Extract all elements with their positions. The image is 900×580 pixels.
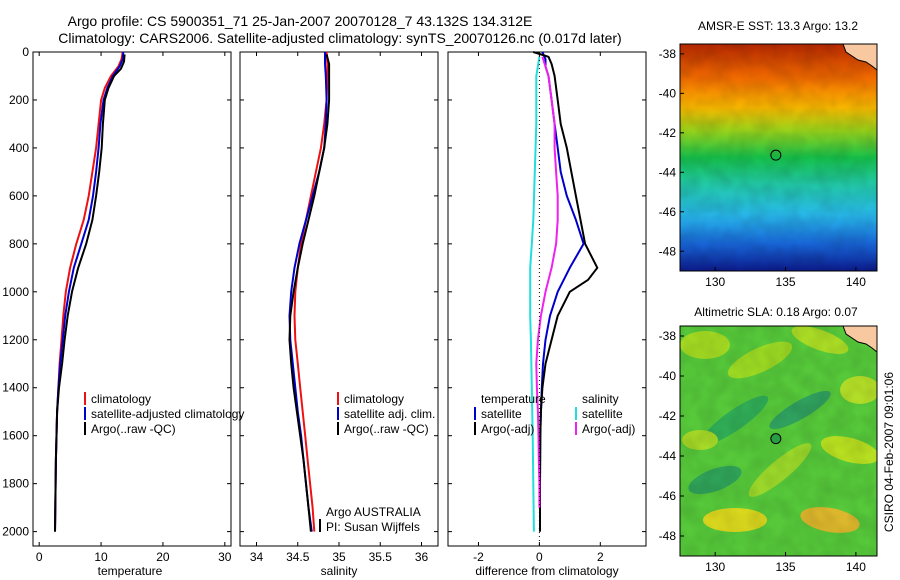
x-tick-label: -2 (473, 550, 484, 564)
map-x-tick-label: 135 (776, 560, 796, 574)
x-tick-label: 0 (36, 550, 43, 564)
profile-lines (54, 51, 599, 532)
sst-map-title: AMSR-E SST: 13.3 Argo: 13.2 (698, 19, 858, 33)
x-tick-label: 35 (332, 550, 346, 564)
temperature-axes (32, 51, 232, 547)
x-tick-label: 20 (156, 550, 170, 564)
y-tick-label: 200 (9, 93, 29, 107)
y-tick-label: 1200 (2, 333, 29, 347)
y-tick-label: 2000 (2, 525, 29, 539)
side-timestamp-label: CSIRO 04-Feb-2007 09:01:06 (882, 372, 896, 532)
difference-axes (447, 51, 647, 547)
series-line-argo-raw-qc (288, 54, 331, 532)
map-y-tick-label: -46 (659, 205, 677, 219)
y-tick-label: 800 (9, 237, 29, 251)
map-y-tick-label: -44 (659, 449, 677, 463)
axis-ticks: 0 10 20 30020040060080010001200140016001800… (2, 45, 646, 564)
legend-label-sal-satellite: satellite (582, 407, 623, 421)
series-line-salinity-argo-adj (535, 56, 559, 508)
salinity-axes (239, 51, 439, 547)
map-x-tick-label: 140 (846, 560, 866, 574)
legend-label-satellite: satellite-adjusted climatology (91, 407, 244, 421)
x-tick-label: 0 (536, 550, 543, 564)
sst-map (680, 44, 877, 271)
map-y-tick-label: -46 (659, 489, 677, 503)
map-y-tick-label: -42 (659, 409, 677, 423)
difference-xlabel: difference from climatology (475, 564, 618, 578)
map-y-tick-label: -42 (659, 126, 677, 140)
sst-map-ticks: 130 135 140 -38 -40 -42 -44 -46 -48 (659, 47, 867, 289)
map-x-tick-label: 140 (846, 275, 866, 289)
series-line-climatology (293, 51, 329, 532)
sst-texture (680, 44, 877, 271)
legend-label-climatology: climatology (344, 392, 404, 406)
sst-map-frame (679, 43, 878, 272)
figure-title-line2: Climatology: CARS2006. Satellite-adjuste… (58, 30, 621, 46)
legend-title-salinity: salinity (582, 392, 619, 406)
series-line-salinity-satellite (529, 56, 541, 532)
sst-coastline (842, 44, 877, 71)
sla-map-title: Altimetric SLA: 0.18 Argo: 0.07 (694, 305, 858, 319)
y-tick-label: 400 (9, 141, 29, 155)
legend-label-sal-argo: Argo(-adj) (582, 422, 635, 436)
map-y-tick-label: -48 (659, 244, 677, 258)
x-tick-label: 36 (415, 550, 429, 564)
sla-coastline (842, 326, 877, 353)
y-tick-label: 1000 (2, 285, 29, 299)
x-tick-label: 34 (250, 550, 264, 564)
map-x-tick-label: 130 (705, 275, 725, 289)
salinity-annotation-line1: Argo AUSTRALIA (326, 505, 421, 519)
legend-label-satellite: satellite adj. clim. (344, 407, 435, 421)
legend-label-climatology: climatology (91, 392, 151, 406)
x-tick-label: 34.5 (286, 550, 310, 564)
map-y-tick-label: -48 (659, 529, 677, 543)
map-y-tick-label: -38 (659, 47, 677, 61)
map-x-tick-label: 135 (776, 275, 796, 289)
sla-map-ticks: 130 135 140 -38 -40 -42 -44 -46 -48 (659, 329, 867, 574)
series-line-climatology (54, 51, 124, 532)
temperature-legend: climatology satellite-adjusted climatolo… (84, 392, 244, 436)
map-y-tick-label: -40 (659, 369, 677, 383)
map-x-tick-label: 130 (705, 560, 725, 574)
legend-label-temp-argo: Argo(-adj) (481, 422, 534, 436)
difference-legend: temperature satellite Argo(-adj) salinit… (474, 392, 635, 436)
legend-title-temperature: temperature (481, 392, 546, 406)
sla-map-frame (679, 325, 878, 557)
y-tick-label: 0 (22, 45, 29, 59)
salinity-annotation-line2: PI: Susan Wijffels (326, 520, 420, 534)
sst-argo-location-marker (770, 149, 782, 161)
y-tick-label: 1600 (2, 429, 29, 443)
x-tick-label: 30 (218, 550, 232, 564)
y-tick-label: 1800 (2, 477, 29, 491)
x-tick-label: 10 (94, 550, 108, 564)
series-line-argo-raw-qc (54, 54, 126, 532)
sla-argo-location-marker (770, 433, 782, 445)
y-tick-label: 600 (9, 189, 29, 203)
figure-title-line1: Argo profile: CS 5900351_71 25-Jan-2007 … (68, 13, 533, 29)
series-line-temperature-argo-adj (532, 51, 599, 532)
x-tick-label: 2 (597, 550, 604, 564)
legend-label-argo: Argo(..raw -QC) (91, 422, 176, 436)
y-tick-label: 1400 (2, 381, 29, 395)
temperature-xlabel: temperature (98, 564, 163, 578)
salinity-xlabel: salinity (321, 564, 358, 578)
legend-label-argo: Argo(..raw -QC) (344, 422, 429, 436)
legend-label-temp-satellite: satellite (481, 407, 522, 421)
salinity-legend: climatology satellite adj. clim. Argo(..… (319, 392, 435, 534)
x-tick-label: 35.5 (369, 550, 393, 564)
series-line-temperature-satellite (539, 51, 585, 532)
map-y-tick-label: -40 (659, 86, 677, 100)
map-y-tick-label: -38 (659, 329, 677, 343)
map-y-tick-label: -44 (659, 165, 677, 179)
